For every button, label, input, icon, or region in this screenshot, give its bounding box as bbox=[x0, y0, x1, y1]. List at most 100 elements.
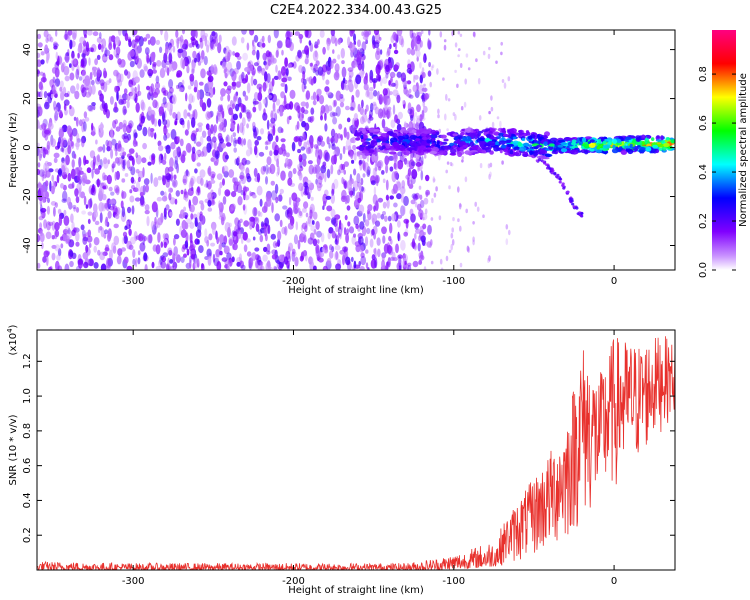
noise-cell bbox=[277, 40, 283, 49]
noise-cell bbox=[291, 251, 296, 262]
noise-cell bbox=[254, 145, 258, 156]
noise-cell bbox=[320, 232, 325, 243]
noise-cell bbox=[60, 90, 64, 101]
snr-frame bbox=[36, 329, 676, 571]
ridge-cell bbox=[449, 142, 455, 147]
noise-cell bbox=[102, 251, 108, 256]
noise-cell bbox=[93, 245, 97, 253]
noise-cell bbox=[162, 233, 167, 240]
noise-cell bbox=[132, 129, 138, 140]
noise-cell bbox=[97, 43, 102, 50]
noise-cell bbox=[225, 154, 229, 160]
noise-cell bbox=[200, 68, 206, 79]
noise-cell bbox=[266, 243, 271, 253]
noise-cell bbox=[304, 30, 309, 38]
ridge-cell bbox=[477, 133, 482, 137]
noise-cell bbox=[96, 154, 101, 163]
noise-cell bbox=[102, 56, 108, 61]
ridge-cell bbox=[576, 138, 580, 144]
noise-cell bbox=[187, 85, 192, 90]
noise-cell bbox=[154, 132, 157, 140]
noise-cell bbox=[352, 186, 356, 197]
noise-cell bbox=[331, 246, 335, 253]
ridge-cell bbox=[571, 139, 577, 143]
noise-cell bbox=[288, 196, 292, 206]
noise-cell bbox=[275, 98, 281, 106]
snr-scale-close: ) bbox=[8, 324, 19, 328]
noise-cell bbox=[416, 56, 419, 62]
noise-cell bbox=[122, 159, 126, 170]
branch-cell bbox=[576, 212, 580, 216]
noise-cell bbox=[240, 164, 245, 172]
noise-cell bbox=[200, 177, 204, 186]
noise-cell bbox=[104, 202, 108, 209]
noise-cell bbox=[363, 160, 366, 172]
noise-cell bbox=[143, 65, 148, 72]
noise-cell bbox=[344, 145, 349, 150]
noise-cell bbox=[364, 219, 370, 227]
noise-cell bbox=[122, 123, 127, 134]
noise-cell bbox=[393, 162, 397, 170]
noise-cell bbox=[271, 202, 274, 214]
noise-cell bbox=[346, 228, 350, 235]
noise-cell bbox=[349, 106, 354, 111]
noise-cell bbox=[291, 141, 296, 152]
noise-cell bbox=[281, 143, 286, 152]
noise-cell bbox=[60, 183, 64, 189]
noise-cell bbox=[324, 216, 331, 222]
noise-cell bbox=[91, 102, 96, 107]
noise-cell bbox=[179, 39, 186, 50]
noise-cell bbox=[199, 169, 206, 178]
noise-cell bbox=[312, 166, 318, 175]
noise-cell bbox=[282, 205, 288, 210]
noise-cell bbox=[280, 170, 286, 181]
noise-cell bbox=[259, 261, 264, 266]
noise-cell bbox=[126, 265, 133, 270]
noise-cell bbox=[117, 30, 122, 36]
ridge-cell bbox=[582, 137, 587, 143]
noise-cell bbox=[423, 53, 427, 64]
noise-cell bbox=[342, 77, 346, 84]
noise-cell bbox=[384, 215, 388, 222]
noise-cell bbox=[169, 211, 173, 217]
noise-cell bbox=[80, 69, 86, 76]
noise-cell bbox=[304, 122, 310, 131]
noise-cell bbox=[451, 227, 455, 233]
noise-cell bbox=[191, 254, 195, 260]
noise-cell bbox=[71, 252, 77, 259]
noise-cell bbox=[356, 51, 362, 61]
noise-cell bbox=[364, 236, 369, 247]
noise-cell bbox=[252, 121, 256, 129]
noise-cell bbox=[83, 155, 87, 166]
noise-cell bbox=[385, 108, 392, 119]
noise-cell bbox=[53, 45, 58, 50]
noise-cell bbox=[110, 133, 114, 139]
noise-cell bbox=[415, 40, 421, 52]
ridge-cell bbox=[450, 148, 457, 154]
noise-cell bbox=[44, 101, 50, 110]
spectrogram-y-tick-label: -20 bbox=[22, 188, 33, 204]
noise-cell bbox=[129, 236, 136, 245]
noise-cell bbox=[93, 155, 96, 166]
snr-y-axis: 0.20.40.60.81.01.2 bbox=[22, 353, 675, 543]
ridge-cell bbox=[409, 134, 417, 140]
noise-cell bbox=[236, 184, 243, 194]
noise-cell bbox=[64, 30, 68, 41]
noise-cell bbox=[287, 177, 293, 186]
noise-cell bbox=[287, 265, 290, 270]
noise-cell bbox=[358, 204, 365, 214]
noise-cell bbox=[457, 186, 460, 193]
branch-cell bbox=[562, 186, 566, 190]
noise-cell bbox=[95, 139, 98, 145]
noise-cell bbox=[330, 137, 335, 143]
noise-cell bbox=[67, 145, 72, 155]
noise-cell bbox=[71, 229, 76, 237]
noise-cell bbox=[144, 264, 148, 270]
noise-cell bbox=[61, 164, 66, 176]
noise-cell bbox=[490, 95, 493, 101]
noise-cell bbox=[212, 253, 216, 263]
ridge-cell bbox=[356, 151, 362, 155]
noise-cell bbox=[264, 62, 269, 70]
noise-cell bbox=[77, 52, 80, 59]
noise-cell bbox=[367, 30, 372, 35]
